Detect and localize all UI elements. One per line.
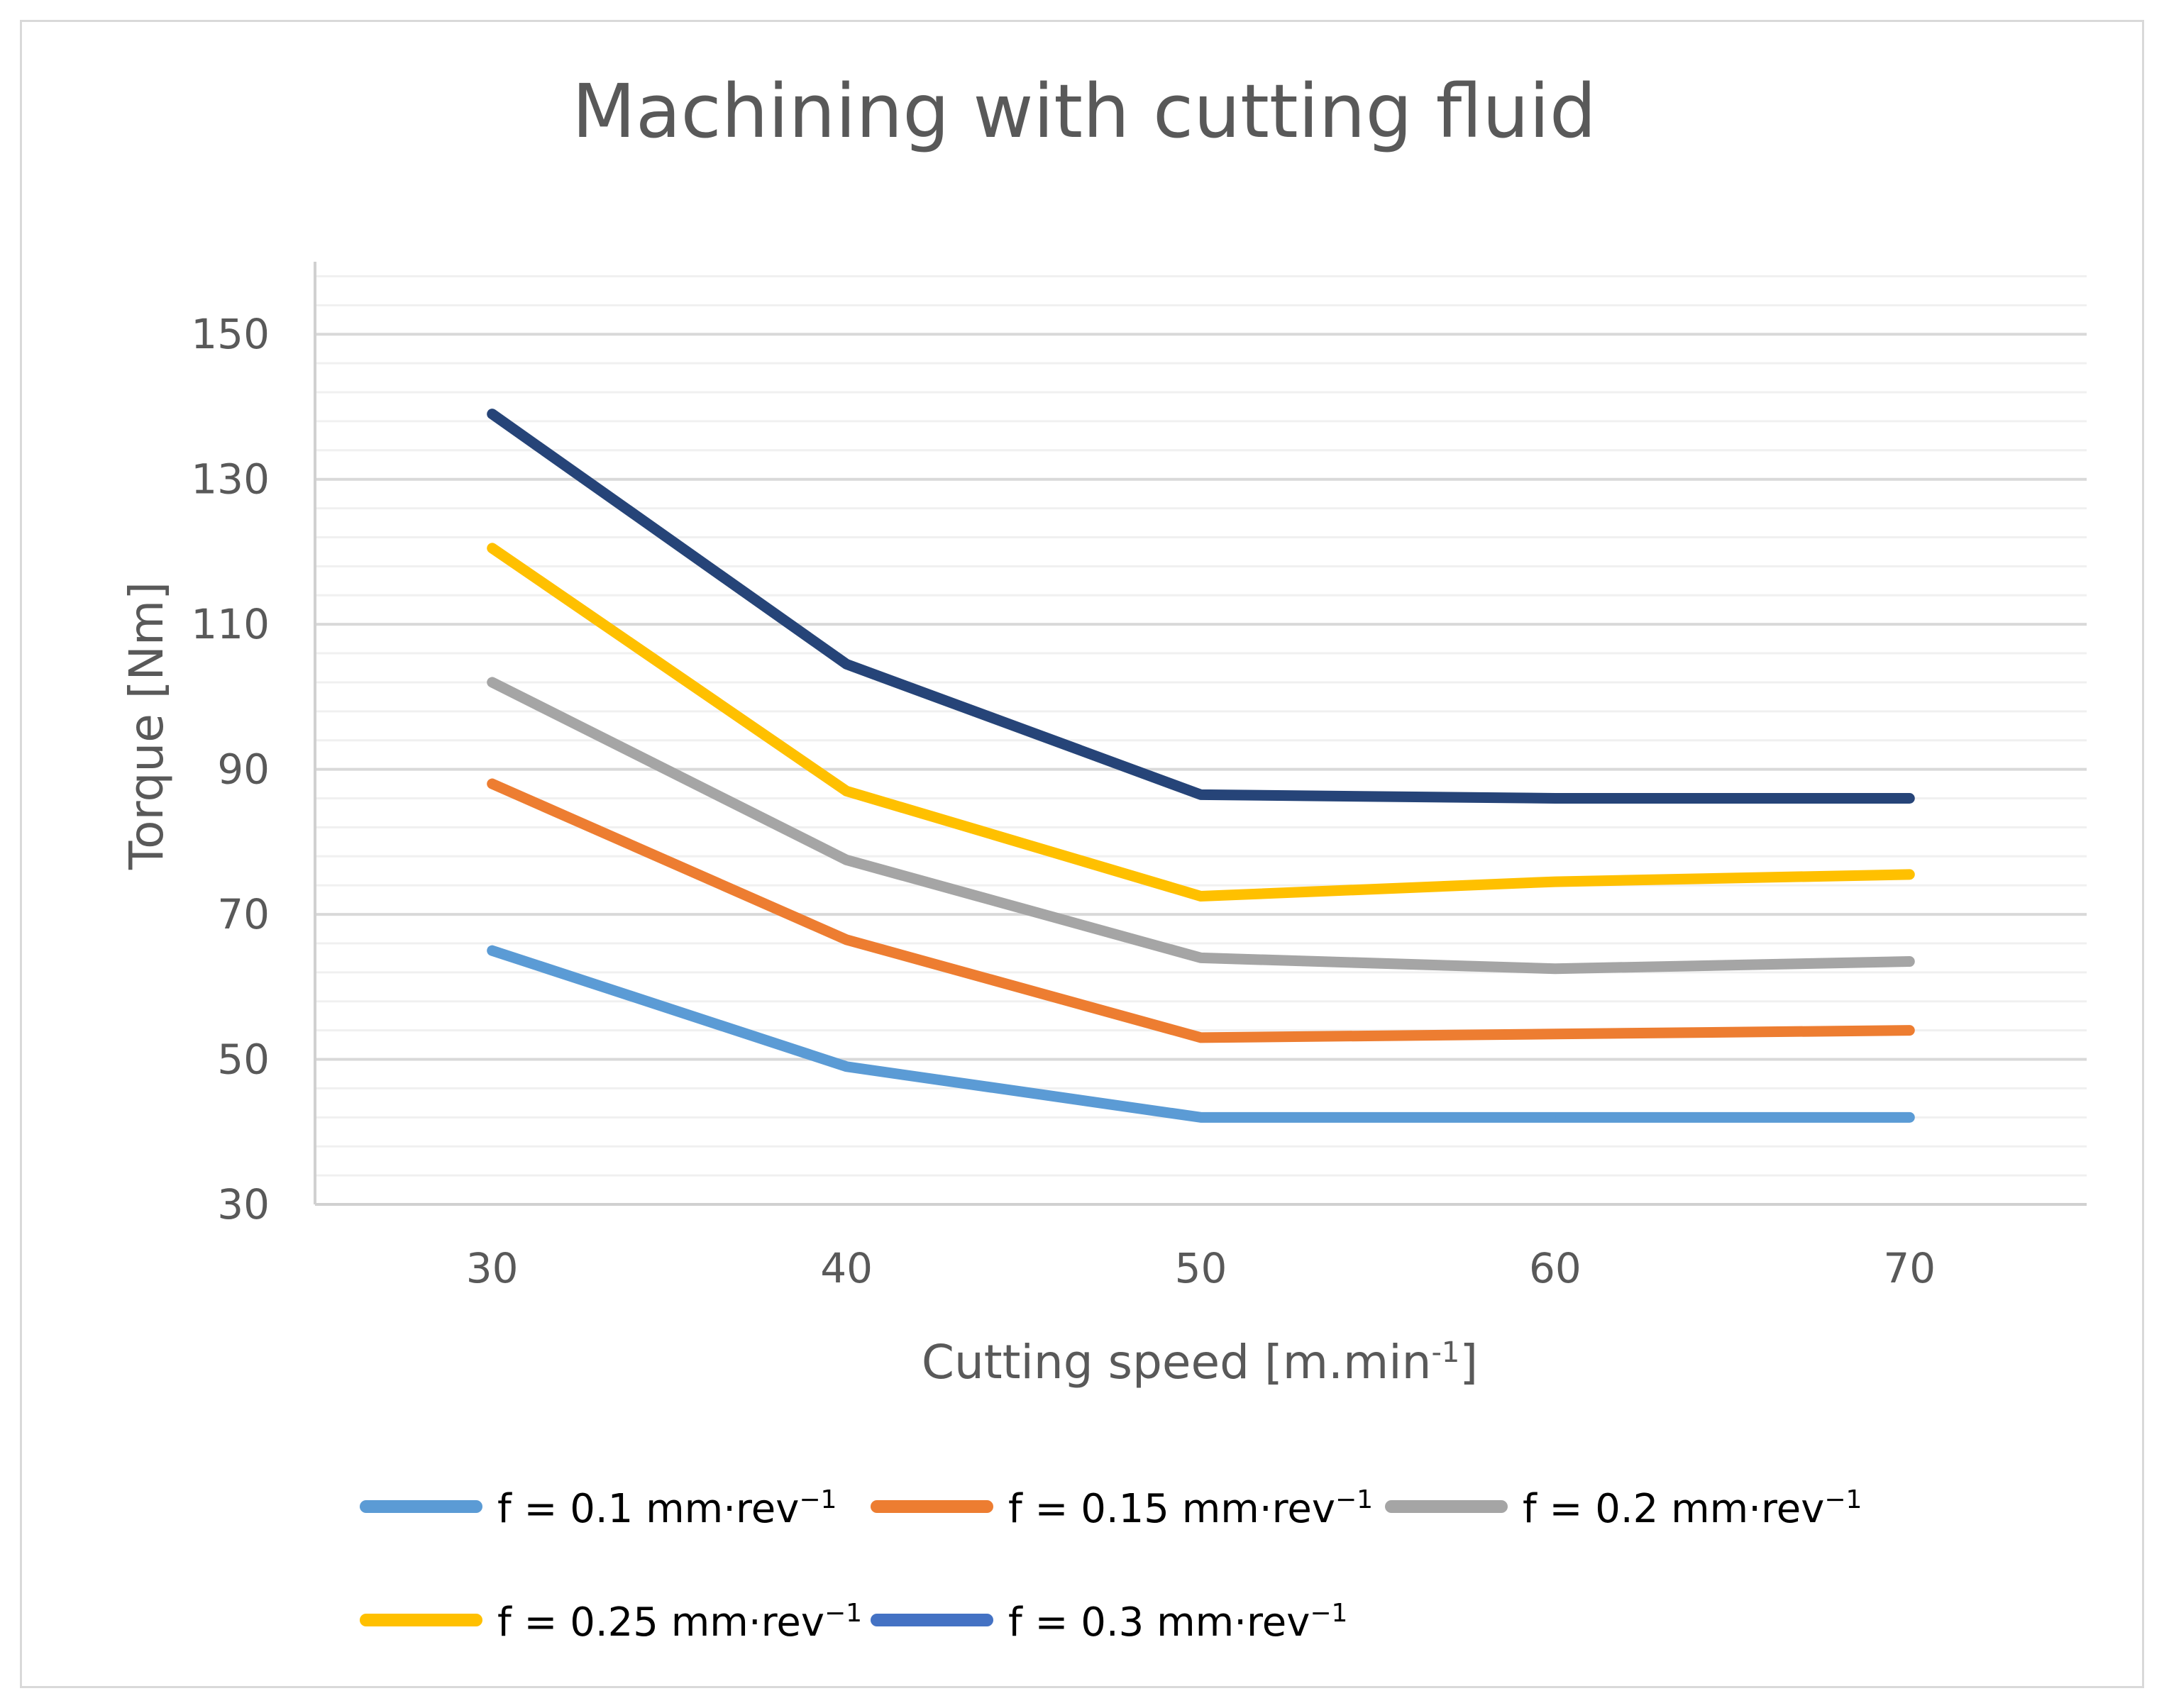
- data-point: [846, 790, 848, 792]
- legend-item-3: f = 0.2 mm·rev−1: [1385, 1485, 1862, 1533]
- chart-title: Machining with cutting fluid: [572, 68, 1596, 155]
- x-axis-label-superscript: -1: [1431, 1336, 1459, 1369]
- data-point: [491, 681, 493, 683]
- legend-label: f = 0.25 mm·rev−1: [497, 1599, 862, 1646]
- data-point: [1909, 1029, 1911, 1031]
- x-tick-label: 40: [820, 1244, 873, 1292]
- legend-item-4: f = 0.25 mm·rev−1: [360, 1599, 862, 1646]
- data-point: [1200, 1116, 1202, 1119]
- axis-layer: 30 50 70 90 110 130 150 30 40 50 60 70: [191, 262, 2087, 1292]
- data-point: [1200, 794, 1202, 796]
- data-point: [1909, 1116, 1911, 1119]
- data-point: [491, 783, 493, 785]
- y-tick-label: 90: [217, 745, 270, 794]
- legend-item-5: f = 0.3 mm·rev−1: [871, 1599, 1347, 1646]
- y-tick-label: 130: [191, 455, 270, 504]
- chart-frame: Machining with cutting fluid 30 50 70 90 110…: [20, 20, 2144, 1688]
- data-point: [1200, 895, 1202, 897]
- legend-label: f = 0.2 mm·rev−1: [1523, 1485, 1862, 1533]
- x-tick-label: 60: [1529, 1244, 1581, 1292]
- y-axis-label: Torque [Nm]: [119, 582, 174, 870]
- grid-layer: [315, 274, 2087, 1206]
- y-tick-label: 110: [191, 600, 270, 648]
- legend-item-2: f = 0.15 mm·rev−1: [871, 1485, 1373, 1533]
- data-point: [1909, 797, 1911, 799]
- series-line-4: [487, 543, 1915, 902]
- y-tick-label: 30: [217, 1180, 270, 1229]
- x-axis-label: Cutting speed [m.min-1]: [922, 1335, 1478, 1390]
- y-tick-label: 70: [217, 890, 270, 938]
- data-point: [1554, 967, 1556, 970]
- series-line-2: [487, 778, 1915, 1043]
- data-point: [491, 547, 493, 549]
- data-point: [1554, 797, 1556, 799]
- data-point: [1200, 1036, 1202, 1038]
- data-point: [1909, 960, 1911, 963]
- y-tick-label: 50: [217, 1036, 270, 1084]
- data-point: [846, 938, 848, 941]
- legend-label: f = 0.1 mm·rev−1: [497, 1485, 837, 1533]
- data-point: [846, 859, 848, 861]
- data-point: [1909, 873, 1911, 875]
- data-point: [1554, 1116, 1556, 1119]
- legend-item-1: f = 0.1 mm·rev−1: [360, 1485, 837, 1533]
- data-point: [491, 413, 493, 415]
- series-layer: [487, 409, 1915, 1123]
- data-point: [1200, 957, 1202, 959]
- legend-label: f = 0.15 mm·rev−1: [1008, 1485, 1373, 1533]
- legend-label: f = 0.3 mm·rev−1: [1008, 1599, 1347, 1646]
- y-tick-label: 150: [191, 310, 270, 358]
- x-tick-label: 50: [1175, 1244, 1227, 1292]
- data-point: [846, 1065, 848, 1068]
- x-tick-label: 30: [466, 1244, 519, 1292]
- data-point: [1554, 1033, 1556, 1035]
- series-line-3: [487, 677, 1915, 975]
- chart: Machining with cutting fluid 30 50 70 90 110…: [119, 68, 2087, 1646]
- x-tick-label: 70: [1883, 1244, 1936, 1292]
- legend: f = 0.1 mm·rev−1 f = 0.15 mm·rev−1 f = 0.2…: [360, 1485, 1862, 1646]
- data-point: [846, 663, 848, 665]
- data-point: [1554, 881, 1556, 883]
- data-point: [491, 950, 493, 952]
